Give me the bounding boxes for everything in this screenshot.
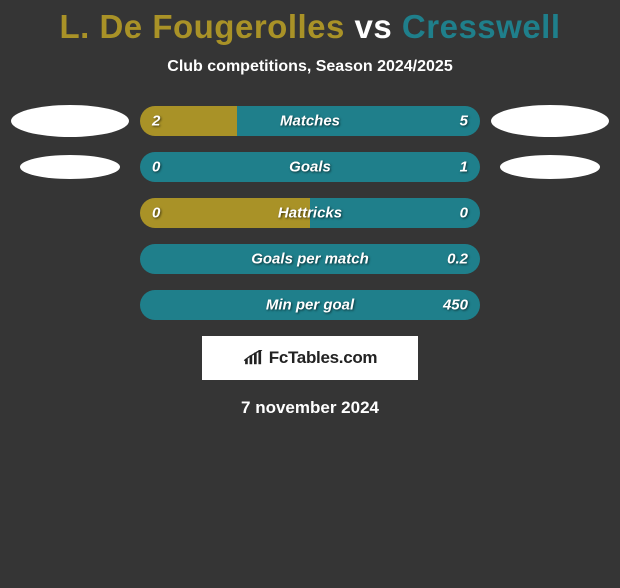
stat-label: Min per goal [266, 297, 354, 314]
stat-row: 0 1 Goals [0, 152, 620, 182]
value-right: 0.2 [447, 251, 468, 268]
bar-track: 450 Min per goal [140, 290, 480, 320]
stat-row: 0.2 Goals per match [0, 244, 620, 274]
title-vs: vs [355, 8, 393, 45]
bar-track: 0 0 Hattricks [140, 198, 480, 228]
bar-track: 0.2 Goals per match [140, 244, 480, 274]
value-left: 2 [152, 113, 160, 130]
right-ellipse [491, 105, 609, 137]
page-title: L. De Fougerolles vs Cresswell [0, 8, 620, 46]
stat-label: Goals per match [251, 251, 369, 268]
bar-track: 0 1 Goals [140, 152, 480, 182]
stat-label: Matches [280, 113, 340, 130]
value-right: 1 [460, 159, 468, 176]
left-ellipse [20, 155, 120, 179]
bar-right [237, 106, 480, 136]
brand-text: FcTables.com [269, 348, 378, 368]
date-label: 7 november 2024 [0, 398, 620, 418]
stat-rows: 2 5 Matches 0 1 Goals 0 0 Hattricks 0.2 Goals per … [0, 106, 620, 320]
value-right: 450 [443, 297, 468, 314]
bar-track: 2 5 Matches [140, 106, 480, 136]
value-right: 5 [460, 113, 468, 130]
stat-row: 450 Min per goal [0, 290, 620, 320]
stat-row: 0 0 Hattricks [0, 198, 620, 228]
right-ellipse [500, 155, 600, 179]
value-left: 0 [152, 159, 160, 176]
value-right: 0 [460, 205, 468, 222]
bar-chart-icon [243, 350, 265, 366]
value-left: 0 [152, 205, 160, 222]
stat-label: Goals [289, 159, 331, 176]
stat-label: Hattricks [278, 205, 342, 222]
brand-box[interactable]: FcTables.com [202, 336, 418, 380]
title-left: L. De Fougerolles [59, 8, 344, 45]
left-ellipse [11, 105, 129, 137]
subtitle: Club competitions, Season 2024/2025 [0, 58, 620, 76]
title-right: Cresswell [402, 8, 561, 45]
stat-row: 2 5 Matches [0, 106, 620, 136]
